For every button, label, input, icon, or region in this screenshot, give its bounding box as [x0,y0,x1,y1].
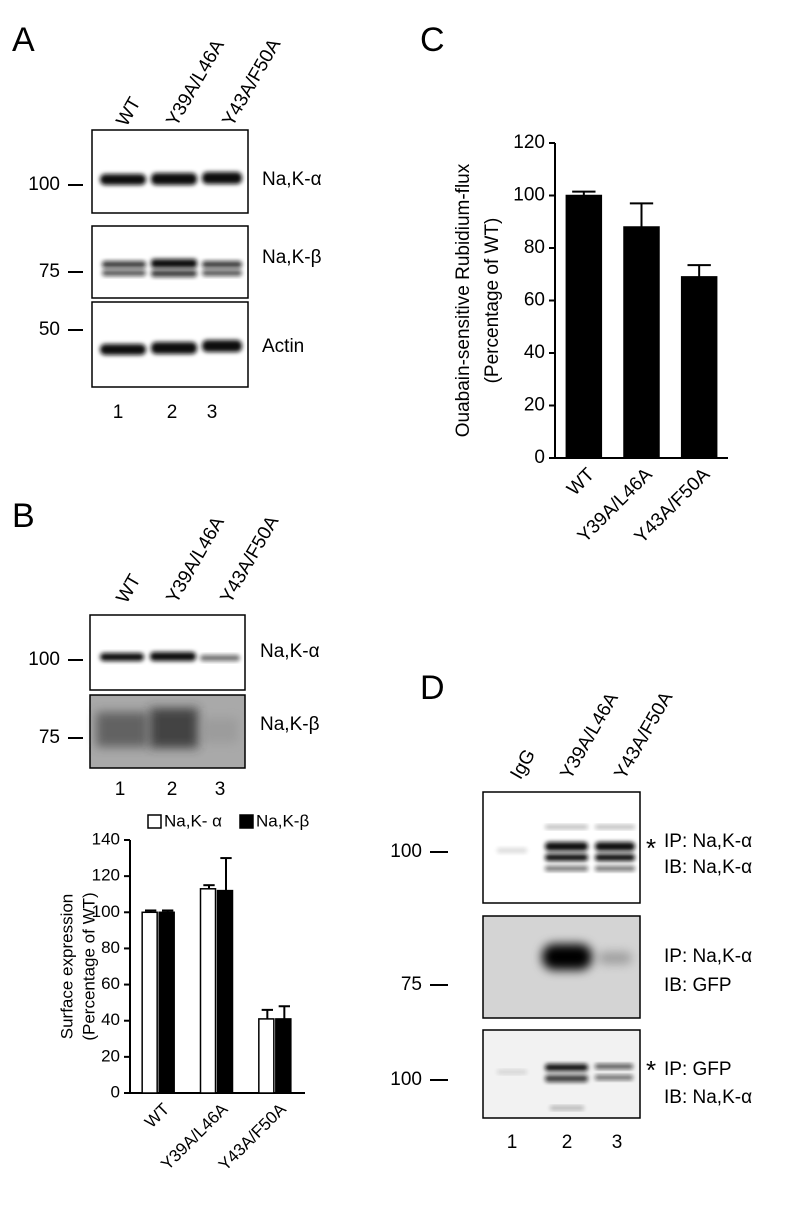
lane-label: WT [112,94,145,130]
bands [100,172,242,355]
bands [96,652,240,748]
bar [199,888,217,1094]
lane-number: 1 [115,779,126,800]
y-tick-label: 120 [92,866,120,885]
bar [216,889,234,1094]
panel-label: D [420,669,445,707]
blot [91,129,249,214]
y-tick-label: 0 [534,447,545,468]
bar [141,911,158,1094]
y-axis-label: Ouabain-sensitive Rubidium-flux [453,163,474,437]
y-tick-label: 20 [524,395,545,416]
bar [158,911,175,1094]
marker: 50 [39,319,60,340]
panel-label: C [420,21,445,59]
x-tick-label: WT [141,1100,173,1132]
y-tick-label: 80 [101,938,120,957]
y-tick-label: 100 [513,185,545,206]
x-tick-label: WT [563,464,599,500]
bar [680,276,718,459]
legend-label: Na,K-β [256,811,309,830]
y-tick-label: 20 [101,1046,120,1065]
y-tick-label: 60 [524,290,545,311]
blot-label: IB: Na,K-α [664,1087,752,1108]
lane-label: Y43A/F50A [218,35,285,130]
blot-label: Na,K-α [262,169,322,190]
blot-label: IP: Na,K-α [664,946,752,967]
lane-number: 3 [207,402,218,423]
bar [623,226,660,459]
lane-number: 2 [562,1132,573,1153]
bands [497,825,635,1110]
star: * [646,1055,656,1085]
marker: 75 [39,261,60,282]
star: * [646,833,656,863]
legend-label: Na,K- α [164,811,222,830]
blot-label: Actin [262,336,304,357]
marker: 75 [39,727,60,748]
blot-label: Na,K-β [262,247,322,268]
y-tick-label: 140 [92,829,120,848]
y-tick-label: 0 [111,1082,120,1101]
marker: 100 [28,174,60,195]
bar [275,1018,292,1094]
lane-label: Y39A/L46A [162,36,228,130]
panel-label: B [12,497,35,535]
bar [565,194,603,459]
lane-label: WT [112,571,145,607]
marker: 100 [390,841,422,862]
blot-label: IP: Na,K-α [664,831,752,852]
lane-number: 1 [507,1132,518,1153]
y-tick-label: 120 [513,132,545,153]
blot-label: IB: Na,K-α [664,857,752,878]
y-axis-label: Surface expression [57,894,76,1040]
y-tick-label: 80 [524,237,545,258]
y-axis-label: (Percentage of WT) [482,218,503,384]
bar [258,1018,275,1094]
y-tick-label: 60 [101,974,120,993]
y-tick-label: 100 [92,902,120,921]
blot-label: IB: GFP [664,975,732,996]
marker: 100 [28,649,60,670]
lane-number: 2 [167,402,178,423]
blot-label: Na,K-α [260,641,320,662]
y-tick-label: 40 [101,1010,120,1029]
lane-number: 1 [113,402,124,423]
y-tick-label: 40 [524,342,545,363]
lane-label: IgG [506,746,539,783]
y-axis-label: (Percentage of WT) [79,892,98,1040]
legend-swatch [147,814,162,829]
blot-label: IP: GFP [664,1059,732,1080]
blot-label: Na,K-β [260,714,320,735]
lane-number: 3 [215,779,226,800]
lane-number: 2 [167,779,178,800]
lane-number: 3 [612,1132,623,1153]
marker: 75 [401,974,422,995]
legend-swatch [239,814,254,829]
panel-label: A [12,21,35,59]
marker: 100 [390,1069,422,1090]
blot [482,915,641,1019]
